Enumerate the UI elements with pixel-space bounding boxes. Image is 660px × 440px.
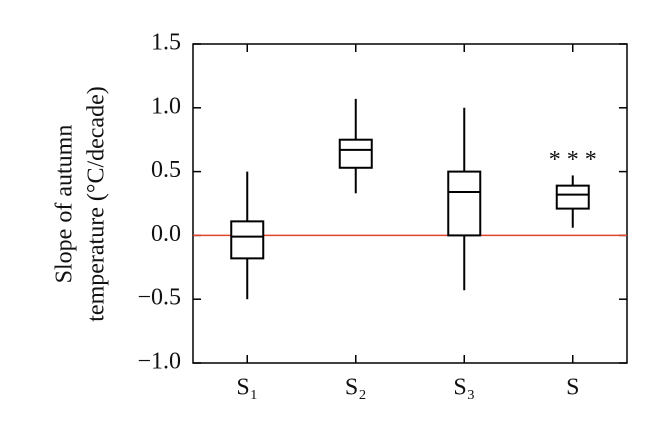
x-tick-label: S₃: [453, 375, 475, 401]
x-tick-label: S₂: [345, 375, 367, 401]
y-tick-label: 1.0: [151, 93, 181, 119]
y-tick-label: 0.5: [151, 157, 181, 183]
y-axis-label: Slope of autumn: [52, 125, 78, 284]
box: [338, 138, 373, 169]
y-axis-label: temperature (°C/decade): [84, 86, 110, 321]
box: [230, 220, 265, 260]
annotation: * * *: [549, 147, 597, 173]
y-tick-label: 1.5: [151, 30, 181, 56]
plot-frame: [192, 43, 628, 364]
x-tick-label: S: [566, 375, 579, 401]
y-tick-label: 0.0: [151, 221, 181, 247]
x-tick-label: S₁: [236, 375, 258, 401]
box: [447, 170, 482, 237]
y-tick-label: −0.5: [137, 285, 181, 311]
y-tick-label: −1.0: [137, 349, 181, 375]
box: [555, 184, 590, 210]
